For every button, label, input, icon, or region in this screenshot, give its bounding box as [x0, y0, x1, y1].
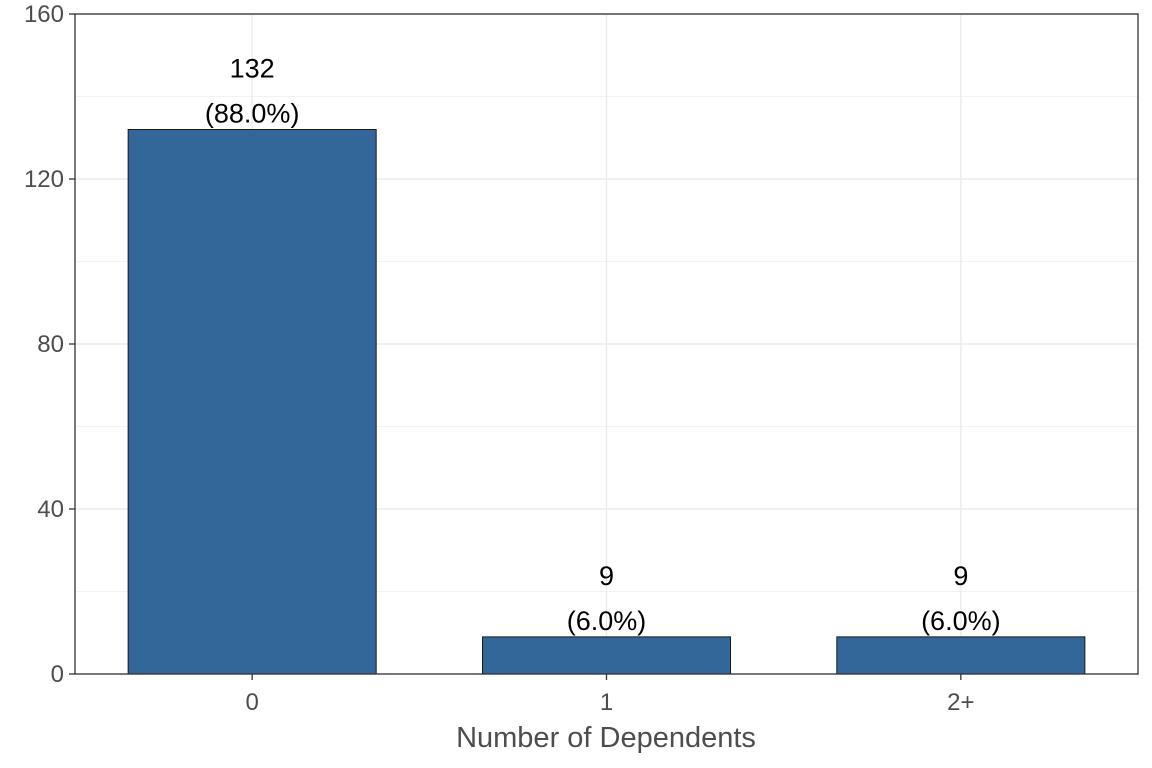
x-axis-title: Number of Dependents [456, 722, 756, 754]
bars [127, 129, 1086, 675]
bar [481, 636, 732, 675]
y-axis: 0 40 80 120 160 [24, 1, 75, 688]
bar-count-label: 132 [230, 54, 275, 84]
bar-percent-label: (88.0%) [205, 99, 300, 129]
bar [836, 636, 1086, 675]
bar-percent-label: (6.0%) [921, 606, 1001, 636]
y-tick-label: 0 [51, 661, 64, 688]
bar-count-label: 9 [599, 561, 614, 591]
x-tick-label: 0 [245, 689, 258, 716]
y-tick-label: 80 [37, 331, 64, 358]
x-tick-label: 2+ [947, 689, 974, 716]
y-tick-label: 40 [37, 496, 64, 523]
bar [127, 129, 377, 675]
y-tick-label: 160 [24, 1, 64, 28]
y-tick-label: 120 [24, 166, 64, 193]
x-axis: 0 1 2+ [245, 674, 975, 716]
data-labels: 132 (88.0%) 9 (6.0%) 9 (6.0%) [205, 54, 1001, 636]
bar-count-label: 9 [953, 561, 968, 591]
x-tick-label: 1 [600, 689, 613, 716]
bar-percent-label: (6.0%) [567, 606, 647, 636]
